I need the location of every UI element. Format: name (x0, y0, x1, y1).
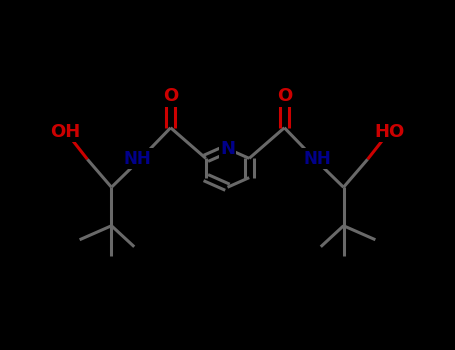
Text: NH: NH (303, 149, 331, 168)
Text: O: O (163, 87, 178, 105)
Text: HO: HO (375, 123, 405, 141)
Text: N: N (220, 140, 235, 158)
Text: OH: OH (50, 123, 80, 141)
Text: NH: NH (124, 149, 152, 168)
Text: O: O (277, 87, 292, 105)
